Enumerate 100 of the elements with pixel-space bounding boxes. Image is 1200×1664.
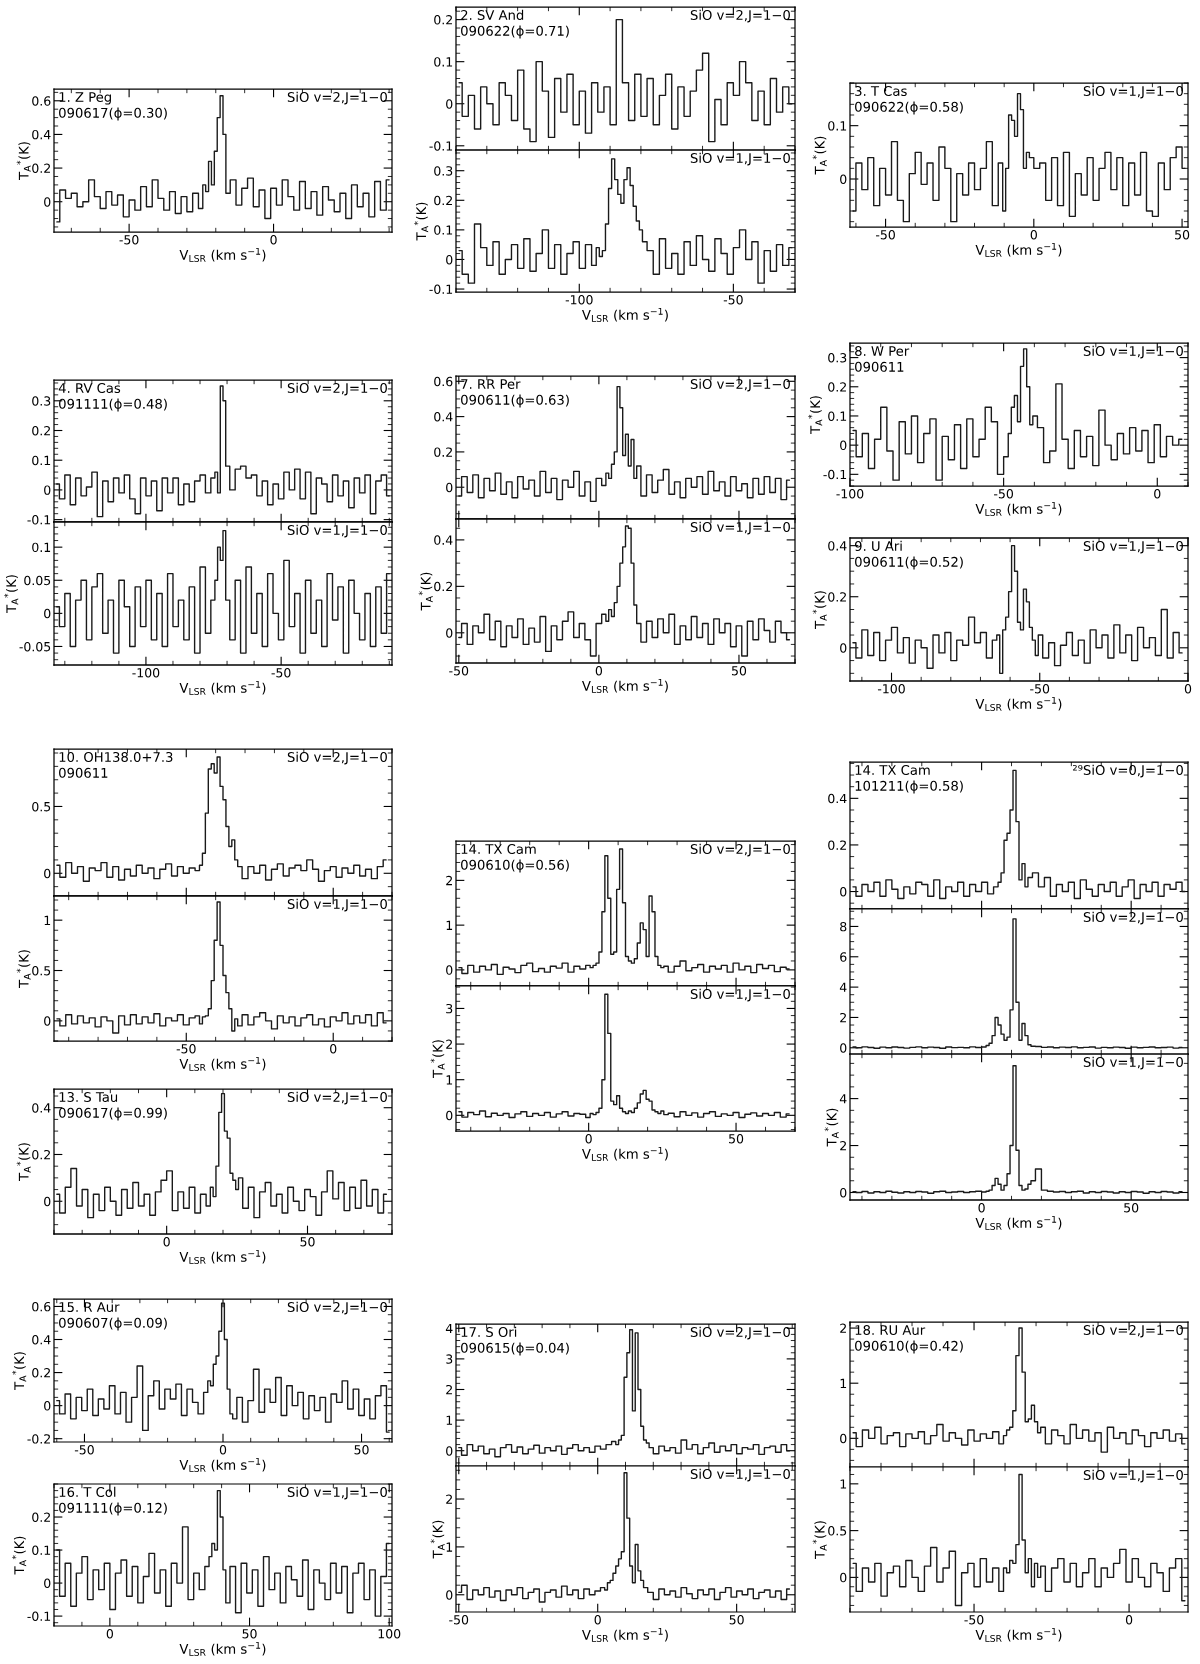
y-tick-label: 2 <box>446 1384 452 1395</box>
annotation: SiO v=1,J=1−0 <box>1083 85 1183 99</box>
y-tick-label: 0.3 <box>828 353 847 363</box>
x-tick-label: -50 <box>271 668 291 678</box>
y-axis-title: T$_{A}$$^{*}$(K) <box>418 572 433 611</box>
x-tick-label: 50 <box>1124 1203 1139 1213</box>
text: 090622(ϕ=0.71) <box>461 25 569 39</box>
y-tick-label: 0.5 <box>32 801 51 812</box>
y-tick-label: 4 <box>839 1094 847 1104</box>
y-tick-label: 0.1 <box>828 411 847 421</box>
x-axis-title: V$_{LSR}$ (km s$^{−1}$) <box>582 678 668 693</box>
x-tick-label: -50 <box>74 1445 94 1455</box>
chart-title: 14. TX Cam <box>461 844 536 854</box>
y-axis-title: T$_{A}$$^{*}$(K) <box>16 950 31 988</box>
y-tick-label: 0.5 <box>828 1526 847 1536</box>
y-tick-label: 0 <box>840 440 847 451</box>
chart-title: 7. RR Per <box>461 379 521 389</box>
annotation: SiO v=2,J=1−0 <box>287 751 387 765</box>
y-tick-label: 0.6 <box>32 96 51 106</box>
x-tick-label: 100 <box>378 1629 401 1639</box>
x-axis-title: V$_{LSR}$ (km s$^{−1}$) <box>179 247 266 262</box>
y-tick-label: 0.5 <box>32 965 51 976</box>
annotation: SiO v=2,J=1−0 <box>287 1301 387 1315</box>
chart-title: 17. S Ori <box>461 1326 517 1337</box>
text: 090611(ϕ=0.63) <box>461 394 569 408</box>
text: 090611(ϕ=0.52) <box>855 556 963 570</box>
x-tick-label: 0 <box>594 1615 601 1625</box>
y-tick-label: 0.3 <box>434 166 453 176</box>
y-tick-label: 0.2 <box>32 163 50 173</box>
y-axis-title: T$_{A}$$^{*}$(K) <box>812 1521 827 1559</box>
y-tick-label: 0.1 <box>434 57 453 67</box>
chart-title: 8. W Per <box>855 346 910 356</box>
x-axis-title: V$_{LSR}$ (km s$^{−1}$) <box>975 242 1062 257</box>
annotation: SiO v=2,J=1−0 <box>1083 911 1183 925</box>
y-axis-title: T$_{A}$$^{*}$(K) <box>16 142 31 180</box>
x-axis-title: V$_{LSR}$ (km s$^{−1}$) <box>975 501 1062 516</box>
y-tick-label: 0.4 <box>828 793 847 804</box>
y-tick-label: 0.4 <box>434 535 453 545</box>
y-tick-label: 0.4 <box>32 129 51 140</box>
y-tick-label: 0 <box>44 1401 51 1411</box>
y-tick-label: 0.1 <box>434 225 453 235</box>
annotation: SiO v=1,J=1−0 <box>690 152 790 166</box>
x-axis-title: V$_{LSR}$ (km s$^{−1}$) <box>975 1215 1062 1230</box>
y-axis-title: T$_{A}$$^{*}$(K) <box>812 591 827 629</box>
y-tick-label: 0.2 <box>32 1512 50 1522</box>
chart-title: 4. RV Cas <box>58 383 121 393</box>
y-tick-label: 0.2 <box>434 447 452 457</box>
y-tick-label: 8 <box>840 921 847 932</box>
y-tick-label: 0 <box>446 1590 453 1600</box>
y-tick-label: 1 <box>446 1415 453 1425</box>
x-axis-title: V$_{LSR}$ (km s$^{−1}$) <box>582 307 668 322</box>
y-tick-label: 1 <box>446 920 453 930</box>
annotation: SiO v=1,J=1−0 <box>1083 540 1183 554</box>
x-tick-label: 0 <box>1184 684 1192 694</box>
x-tick-label: 50 <box>354 1445 369 1455</box>
chart-title: 3. T Cas <box>855 86 907 96</box>
y-tick-label: 0.1 <box>32 542 51 553</box>
chart-title: 1. Z Peg <box>59 92 111 105</box>
annotation: SiO v=1,J=1−0 <box>1083 1469 1183 1483</box>
x-axis-title: V$_{LSR}$ (km s$^{−1}$) <box>179 1056 266 1071</box>
y-tick-label: 0 <box>840 1433 847 1444</box>
chart-title: 18. RU Aur <box>855 1325 926 1335</box>
annotation: SiO v=1,J=1−0 <box>690 521 790 535</box>
x-axis-title: V$_{LSR}$ (km s$^{−1}$) <box>975 1627 1062 1642</box>
x-axis-title: V$_{LSR}$ (km s$^{−1}$) <box>582 1627 668 1642</box>
text: 090617(ϕ=0.99) <box>59 1107 167 1121</box>
y-tick-label: -0.1 <box>429 284 453 294</box>
y-tick-label: 0.4 <box>32 1334 51 1345</box>
y-axis-title: T$_{A}$$^{*}$(K) <box>812 136 827 175</box>
y-tick-label: 0.3 <box>32 396 51 406</box>
x-tick-label: 0 <box>595 666 603 676</box>
y-tick-label: 2 <box>840 1012 846 1023</box>
annotation: SiO v=2,J=1−0 <box>690 843 790 857</box>
chart-title: 13. S Tau <box>59 1092 118 1102</box>
x-tick-label: 0 <box>270 235 277 245</box>
x-tick-label: 0 <box>1125 1615 1133 1625</box>
x-tick-label: -50 <box>875 230 895 240</box>
y-tick-label: 3 <box>446 1003 453 1014</box>
y-tick-label: 2 <box>446 875 452 886</box>
x-axis-title: V$_{LSR}$ (km s$^{−1}$) <box>582 1146 668 1161</box>
text: 090610(ϕ=0.56) <box>461 859 569 873</box>
x-axis-title: V$_{LSR}$ (km s$^{−1}$) <box>179 1641 266 1656</box>
chart-title: 15. R Aur <box>59 1302 120 1312</box>
y-tick-label: 0 <box>446 99 453 109</box>
y-tick-label: 0.4 <box>32 1103 51 1113</box>
y-tick-label: 0 <box>446 965 453 975</box>
y-tick-label: 2 <box>840 1141 846 1151</box>
annotation: SiO v=2,J=1−0 <box>690 1326 790 1340</box>
y-tick-label: 1 <box>840 1479 847 1489</box>
y-tick-label: 0.2 <box>828 840 846 850</box>
y-axis-title: T$_{A}$$^{*}$(K) <box>4 575 19 613</box>
y-tick-label: 0 <box>446 1110 453 1121</box>
y-tick-label: 0 <box>446 628 453 638</box>
x-tick-label: 50 <box>731 666 747 676</box>
x-tick-label: 50 <box>242 1629 257 1639</box>
y-axis-title: T$_{A}$$^{*}$(K) <box>824 1108 839 1147</box>
y-tick-label: 1 <box>44 915 51 925</box>
y-tick-label: 0.2 <box>32 1368 50 1378</box>
x-tick-label: -50 <box>723 295 743 305</box>
y-tick-label: 0.4 <box>434 412 453 422</box>
